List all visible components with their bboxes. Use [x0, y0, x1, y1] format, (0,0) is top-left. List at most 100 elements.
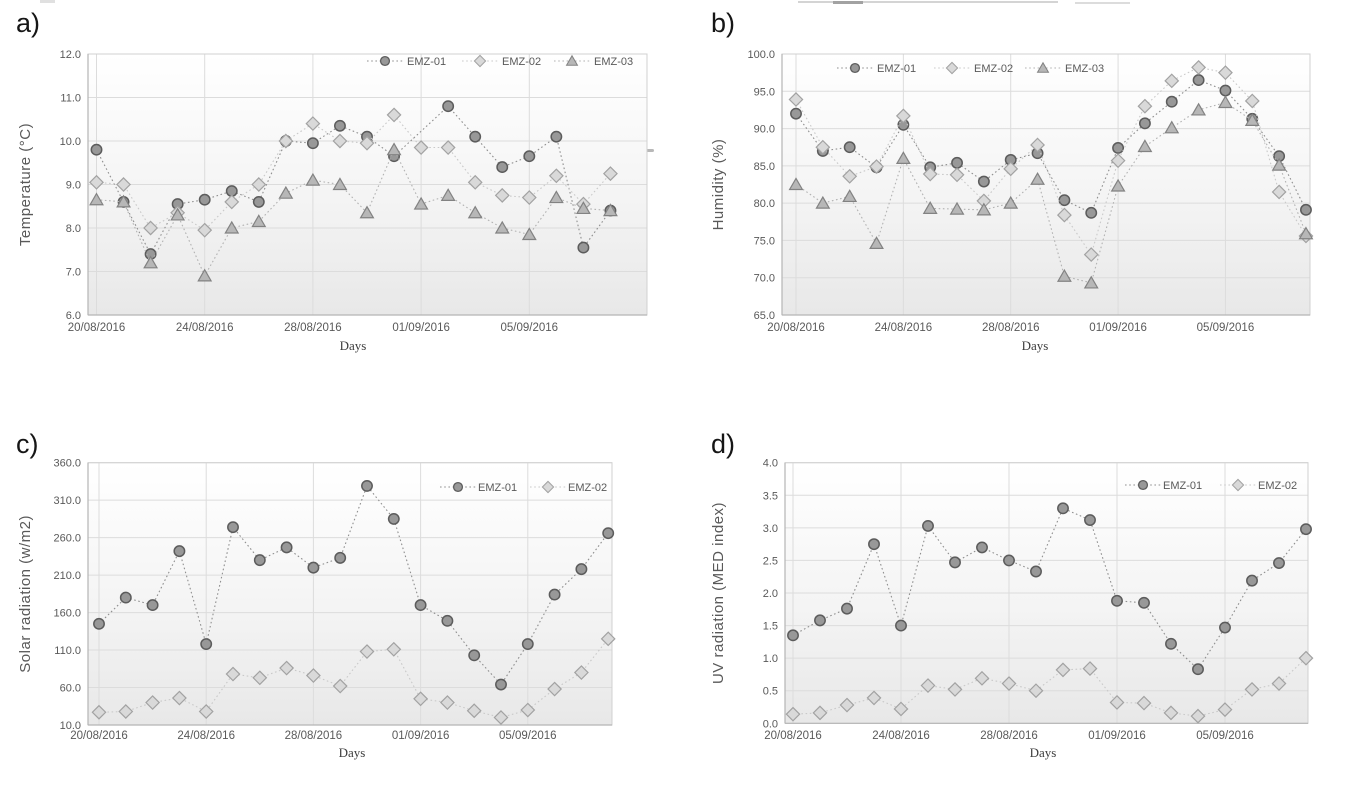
triangle-marker-icon [895, 151, 911, 164]
series-line [795, 79, 1307, 214]
circle-marker-icon [1084, 514, 1096, 526]
circle-marker-icon [1165, 95, 1178, 108]
diamond-marker-icon [1056, 207, 1072, 223]
triangle-marker-icon [575, 201, 591, 215]
y-tick-label: 9.0 [66, 180, 81, 192]
circle-marker-icon [253, 554, 266, 567]
x-axis-title: Days [1022, 338, 1049, 353]
series-EMZ-01 [93, 479, 615, 691]
diamond-marker-icon [305, 668, 321, 683]
diamond-marker-icon [439, 695, 455, 710]
diamond-marker-icon [866, 690, 882, 706]
triangle-marker-icon [1137, 139, 1153, 153]
diamond-marker-icon [1163, 705, 1179, 721]
x-tick-label: 28/08/2016 [284, 322, 342, 334]
diamond-marker-icon [118, 704, 134, 719]
diamond-marker-icon [1110, 153, 1126, 169]
diamond-marker-icon [1028, 683, 1044, 699]
artifact-small-dash [645, 149, 654, 152]
triangle-marker-icon [251, 214, 267, 228]
diamond-marker-icon [1164, 73, 1180, 89]
triangle-marker-icon [922, 201, 938, 214]
circle-marker-icon [868, 538, 880, 551]
circle-marker-icon [1057, 502, 1069, 515]
legend-label: EMZ-02 [568, 482, 607, 494]
x-tick-label: 05/09/2016 [501, 322, 559, 334]
legend-label: EMZ-01 [407, 56, 446, 68]
circle-marker-icon [1219, 84, 1232, 97]
y-axis-title: Temperature (°C) [17, 123, 34, 246]
y-tick-label: 80.0 [754, 198, 775, 210]
legend-label: EMZ-03 [594, 56, 633, 68]
circle-marker-icon [495, 678, 507, 691]
panel-letter-a: a) [16, 8, 41, 38]
circle-marker-icon [1112, 142, 1125, 154]
x-tick-label: 20/08/2016 [764, 730, 822, 742]
diamond-marker-icon [869, 159, 884, 175]
circle-marker-icon [227, 521, 239, 534]
x-tick-label: 05/09/2016 [499, 730, 557, 742]
y-tick-label: 75.0 [754, 235, 775, 247]
diamond-marker-icon [600, 631, 616, 647]
x-tick-label: 05/09/2016 [1196, 730, 1254, 742]
diamond-marker-icon [842, 168, 858, 184]
triangle-marker-icon [548, 190, 564, 204]
y-tick-label: 0.0 [763, 718, 778, 730]
circle-marker-icon [200, 638, 213, 651]
y-tick-label: 310.0 [53, 495, 81, 507]
diamond-marker-icon [332, 678, 348, 694]
diamond-marker-icon [520, 702, 536, 718]
circle-marker-icon [334, 551, 347, 564]
triangle-marker-icon [116, 194, 131, 208]
y-tick-label: 90.0 [754, 124, 775, 136]
y-tick-label: 6.0 [66, 310, 81, 322]
circle-marker-icon [976, 541, 988, 554]
diamond-marker-icon [1030, 137, 1046, 153]
y-tick-label: 8.0 [66, 223, 81, 235]
x-tick-label: 28/08/2016 [982, 322, 1040, 334]
circle-marker-icon [895, 619, 907, 632]
triangle-marker-icon [143, 255, 159, 269]
x-tick-label: 24/08/2016 [872, 730, 930, 742]
y-tick-label: 100.0 [747, 49, 775, 61]
y-tick-label: 3.5 [763, 490, 778, 502]
legend-label: EMZ-02 [502, 56, 541, 68]
diamond-marker-icon [467, 174, 483, 190]
triangle-marker-icon [1030, 171, 1045, 185]
x-tick-label: 20/08/2016 [767, 322, 825, 334]
diamond-marker-icon [1244, 93, 1260, 109]
diamond-marker-icon [603, 166, 618, 182]
circle-marker-icon [949, 556, 961, 569]
circle-marker-icon [841, 602, 853, 615]
diamond-marker-icon [251, 177, 267, 192]
diamond-marker-icon [521, 190, 537, 205]
y-tick-label: 7.0 [66, 267, 81, 279]
diamond-marker-icon [547, 681, 563, 697]
triangle-marker-icon [1110, 178, 1126, 192]
x-tick-label: 24/08/2016 [875, 322, 933, 334]
circle-marker-icon [119, 591, 132, 604]
circle-marker-icon [280, 541, 293, 554]
panel-letter-c: c) [16, 429, 39, 459]
circle-marker-icon [1111, 594, 1123, 607]
triangle-marker-icon [305, 172, 321, 186]
circle-marker-icon [1085, 206, 1098, 219]
circle-marker-icon [790, 107, 802, 120]
y-tick-label: 2.5 [763, 555, 778, 567]
circle-marker-icon [334, 119, 346, 132]
artifact-top-line [798, 1, 1058, 3]
triangle-marker-icon [788, 177, 804, 191]
circle-marker-icon [849, 62, 861, 74]
legend: EMZ-01 EMZ-02 EMZ-03 [367, 54, 633, 68]
diamond-marker-icon [1298, 650, 1314, 666]
triangle-marker-icon [413, 196, 429, 210]
diamond-marker-icon [949, 167, 965, 183]
circle-marker-icon [379, 55, 391, 67]
x-tick-label: 20/08/2016 [68, 322, 126, 334]
diamond-marker-icon [920, 678, 936, 693]
y-tick-label: 360.0 [53, 458, 81, 470]
artifact-top-left-smudge [40, 0, 55, 3]
diamond-marker-icon [386, 107, 402, 123]
diamond-marker-icon [1082, 661, 1098, 677]
